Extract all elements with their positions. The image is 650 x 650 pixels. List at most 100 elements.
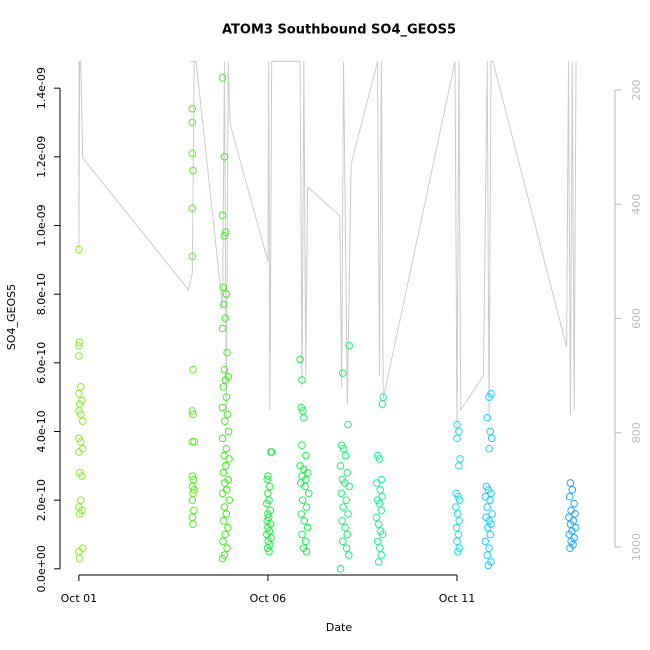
point [453,420,461,429]
point [263,475,271,484]
y2-tick-label: 800 [630,422,643,443]
point [342,496,350,504]
point [455,516,464,525]
point [304,489,313,498]
y-tick-label: 8.0e-10 [35,273,48,315]
point [75,245,83,254]
point [264,513,273,522]
point [190,437,199,446]
point [75,338,84,347]
point [336,565,345,573]
point [454,530,463,539]
point [303,468,312,477]
point [223,348,231,357]
point [378,400,387,408]
point [219,383,228,391]
point [75,352,83,360]
point [453,547,462,556]
point [566,544,574,553]
point [222,393,231,401]
point [221,530,230,539]
point [224,427,233,436]
point [453,537,461,546]
point [188,252,197,261]
point [266,482,274,491]
point [339,444,348,453]
point [344,420,352,429]
point [219,283,228,292]
point [218,211,227,219]
point [297,403,306,412]
point [301,482,309,491]
point [222,290,231,298]
point [75,448,83,456]
point [78,417,87,425]
point [263,544,272,553]
y2-tick-label: 200 [630,79,643,100]
y2-tick-label: 1000 [630,533,643,561]
point [223,544,231,553]
point [376,544,384,553]
point [374,558,383,566]
point [481,537,490,546]
point [486,530,495,539]
point [75,389,83,398]
point [484,561,493,570]
point [300,413,308,422]
point [302,547,311,556]
point [219,537,227,546]
point [343,530,352,539]
point [453,510,462,518]
point [189,520,197,528]
point [296,355,304,364]
point [378,530,387,539]
y2-tick-label: 600 [630,308,643,329]
point [339,503,347,511]
point [341,523,349,532]
point [75,554,84,563]
point [566,479,575,487]
point [452,503,460,511]
point [218,403,227,412]
point [486,496,494,504]
point [300,516,309,525]
point [75,510,84,518]
point [221,228,230,237]
y-tick-label: 6.0e-10 [35,342,48,384]
point [337,489,346,498]
point [221,417,229,425]
point [263,499,271,508]
point [488,510,496,518]
point [565,492,574,501]
point [568,486,577,494]
point [373,537,382,546]
y-tick-label: 1.4e-09 [35,67,48,109]
point [188,472,197,480]
point [298,376,306,384]
pressure-line [78,60,577,433]
point [342,544,351,553]
point [188,437,197,446]
point [485,544,493,553]
point [76,410,85,419]
point [219,516,228,525]
point [483,551,492,559]
point [570,499,578,508]
point [190,486,199,494]
point [375,455,384,463]
point [303,523,312,532]
point [375,499,384,508]
x-tick-label: Oct 01 [61,592,98,605]
point [221,462,230,470]
point [223,410,232,419]
point [298,496,307,504]
point [483,413,492,422]
point [76,437,85,446]
point [374,520,383,528]
point [344,510,352,518]
point [345,551,353,559]
point [188,496,197,504]
point [265,547,273,556]
point [455,462,463,470]
